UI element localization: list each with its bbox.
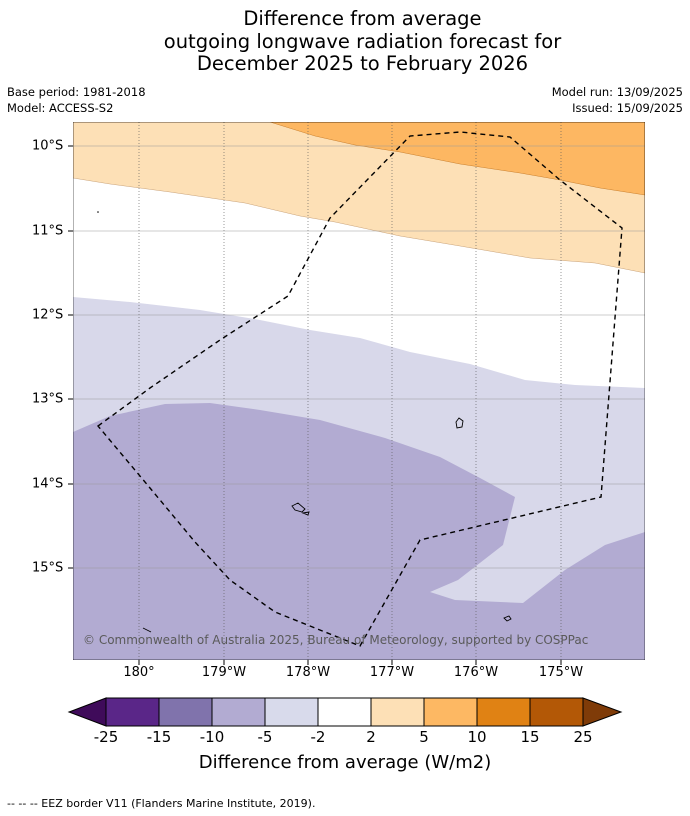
- issued-text: Issued: 15/09/2025: [572, 101, 683, 115]
- colorbar-label: Difference from average (W/m2): [198, 752, 492, 773]
- colorbar-segment: [529, 697, 584, 727]
- colorbar-tick-label: 5: [419, 728, 429, 746]
- colorbar-tick-label: -10: [199, 728, 225, 746]
- lat-label-13s: 13°S: [32, 391, 64, 407]
- title-line-1: Difference from average: [243, 7, 482, 30]
- axis-ticks: [68, 145, 562, 665]
- model-info: Base period: 1981-2018 Model: ACCESS-S2: [7, 84, 146, 116]
- lat-label-10s: 10°S: [32, 138, 64, 154]
- colorbar-segment: [370, 697, 425, 727]
- colorbar-segment: [317, 697, 372, 727]
- colorbar-segment: [158, 697, 213, 727]
- lon-label-176w: 176°W: [453, 665, 499, 680]
- colorbar-segment: [105, 697, 160, 727]
- lat-label-14s: 14°S: [32, 476, 64, 492]
- colorbar-tick-label: 25: [573, 728, 593, 746]
- island-small-west: [142, 627, 152, 633]
- lat-label-11s: 11°S: [32, 223, 64, 239]
- chart-title: Difference from average outgoing longwav…: [0, 7, 690, 76]
- title-line-2: outgoing longwave radiation forecast for: [163, 29, 562, 53]
- colorbar-tick-label: -15: [146, 728, 172, 746]
- island-tiny-northwest: [97, 211, 99, 213]
- island-futuna: [291, 502, 310, 516]
- title-line-3: December 2025 to February 2026: [196, 52, 529, 75]
- copyright-credit: © Commonwealth of Australia 2025, Bureau…: [83, 633, 589, 647]
- colorbar-tick-label: -2: [310, 728, 326, 746]
- colorbar-segment: [264, 697, 319, 727]
- anomaly-region-minus-5-10: [73, 403, 645, 660]
- run-info: Model run: 13/09/2025 Issued: 15/09/2025: [552, 84, 683, 116]
- lon-label-178w: 178°W: [285, 665, 331, 680]
- colorbar-tick-label: -25: [93, 728, 119, 746]
- map-gridlines: [73, 122, 645, 660]
- eez-border: [96, 131, 623, 647]
- base-period-text: Base period: 1981-2018: [7, 85, 146, 99]
- lon-label-175w: 175°W: [538, 665, 584, 680]
- model-name-text: Model: ACCESS-S2: [7, 101, 114, 115]
- eez-legend-note: -- -- -- EEZ border V11 (Flanders Marine…: [7, 797, 316, 810]
- model-run-text: Model run: 13/09/2025: [551, 85, 683, 99]
- lon-label-177w: 177°W: [369, 665, 415, 680]
- anomaly-region-plus-5-10: [269, 122, 645, 196]
- colorbar-tick-label: 15: [520, 728, 540, 746]
- lon-label-180: 180°: [123, 665, 155, 680]
- colorbar-tick-label: -5: [257, 728, 273, 746]
- lat-label-15s: 15°S: [32, 560, 64, 576]
- colorbar-tick-label: 2: [366, 728, 376, 746]
- colorbar-tick-label: 10: [467, 728, 487, 746]
- lat-label-12s: 12°S: [32, 307, 64, 323]
- colorbar-extend-low: [67, 697, 107, 727]
- colorbar-extend-high: [582, 697, 623, 727]
- colorbar-segment: [476, 697, 531, 727]
- colorbar-segment: [211, 697, 266, 727]
- colorbar-segment: [423, 697, 478, 727]
- lon-label-179w: 179°W: [201, 665, 247, 680]
- island-small-south: [503, 615, 512, 622]
- island-wallis: [455, 417, 464, 429]
